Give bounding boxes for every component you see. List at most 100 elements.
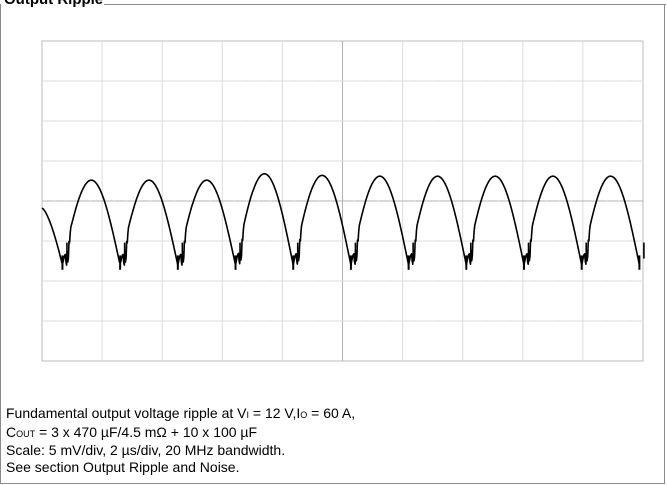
graticule-dot [426,320,428,322]
graticule-dot [378,200,380,202]
graticule-dot [269,80,271,82]
graticule-dot [426,80,428,82]
graticule-dot [245,240,247,242]
graticule-dot [149,160,151,162]
graticule-dot [558,160,560,162]
graticule-dot [630,80,632,82]
graticule-dot [450,320,452,322]
graticule-dot [257,160,259,162]
graticule-dot [185,160,187,162]
graticule-dot [354,320,356,322]
graticule-dot [630,280,632,282]
graticule-dot [173,80,175,82]
caption-line-3: Scale: 5 mV/div, 2 µs/div, 20 MHz bandwi… [6,442,286,458]
graticule-dot [89,320,91,322]
graticule-dot [233,120,235,122]
graticule-dot [197,80,199,82]
graticule-dot [450,240,452,242]
graticule-dot [366,320,368,322]
graticule-dot [77,160,79,162]
graticule-dot [293,120,295,122]
graticule-dot [125,320,127,322]
graticule-dot [293,240,295,242]
frame-top-border [104,4,666,5]
graticule-dot [125,120,127,122]
graticule-dot [149,320,151,322]
graticule-dot [53,200,55,202]
graticule-dot [378,80,380,82]
graticule-dot [173,120,175,122]
graticule-dot [269,160,271,162]
graticule-dot [498,320,500,322]
graticule-dot [317,320,319,322]
graticule-dot [438,80,440,82]
graticule-dot [329,120,331,122]
graticule-dot [329,80,331,82]
graticule-dot [257,200,259,202]
graticule-dot [498,80,500,82]
graticule-dot [113,320,115,322]
graticule-dot [438,240,440,242]
graticule-dot [450,80,452,82]
graticule-dot [197,200,199,202]
graticule-dot [185,320,187,322]
graticule-dot [329,280,331,282]
graticule-dot [498,280,500,282]
graticule-dot [113,200,115,202]
graticule-dot [534,320,536,322]
graticule-dot [305,120,307,122]
graticule-dot [510,120,512,122]
graticule-dot [426,120,428,122]
graticule-dot [209,160,211,162]
graticule-dot [366,80,368,82]
graticule-dot [366,160,368,162]
graticule-dot [450,120,452,122]
graticule-dot [366,120,368,122]
graticule-dot [173,320,175,322]
graticule-dot [257,240,259,242]
graticule-dot [197,240,199,242]
graticule-dot [197,120,199,122]
graticule-dot [630,240,632,242]
graticule-dot [426,280,428,282]
graticule-dot [89,120,91,122]
graticule-dot [510,240,512,242]
graticule-dot [486,80,488,82]
graticule-dot [534,160,536,162]
graticule-dot [450,200,452,202]
graticule-dot [89,80,91,82]
graticule-dot [366,200,368,202]
graticule-dot [53,120,55,122]
graticule-dot [498,240,500,242]
graticule-dot [510,160,512,162]
graticule-dot [269,320,271,322]
graticule-dot [486,200,488,202]
graticule-dot [450,280,452,282]
figure-title: Output Ripple [4,0,103,9]
graticule-dot [606,240,608,242]
graticule-dot [89,280,91,282]
graticule-dot [594,120,596,122]
graticule-dot [474,240,476,242]
graticule-dot [618,280,620,282]
caption-line-2: COUT = 3 x 470 µF/4.5 mΩ + 10 x 100 µF [6,423,258,440]
graticule-dot [269,120,271,122]
graticule-dot [630,120,632,122]
graticule-dot [245,200,247,202]
graticule-dot [305,80,307,82]
graticule-dot [414,280,416,282]
graticule-dot [486,280,488,282]
graticule-dot [245,320,247,322]
graticule-dot [209,120,211,122]
graticule-dot [486,320,488,322]
graticule-dot [137,80,139,82]
graticule-dot [173,200,175,202]
ripple-trace [41,173,641,266]
graticule-dot [390,120,392,122]
graticule-dot [317,160,319,162]
graticule-dot [137,320,139,322]
figure-caption: Fundamental output voltage ripple at VI … [6,405,355,475]
graticule-dot [570,280,572,282]
graticule-dot [378,280,380,282]
graticule-dot [438,280,440,282]
